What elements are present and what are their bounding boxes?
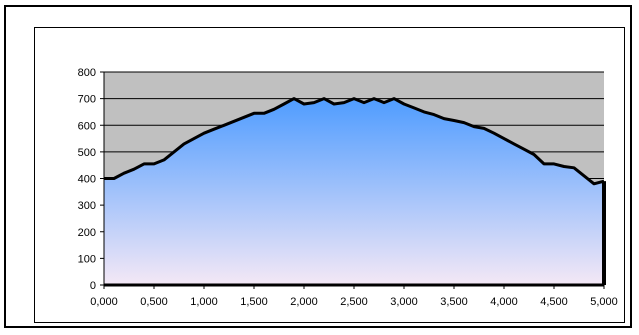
y-tick-label: 0: [90, 280, 96, 292]
x-tick-label: 5,000: [590, 296, 618, 308]
x-tick-label: 4,000: [490, 296, 518, 308]
y-tick-label: 600: [78, 120, 96, 132]
y-axis-ticks: 0 100 200 300 400 500 600 700 800: [78, 67, 104, 292]
y-tick-label: 300: [78, 200, 96, 212]
y-tick-label: 500: [78, 147, 96, 159]
x-tick-label: 1,000: [190, 296, 218, 308]
x-tick-label: 0,500: [140, 296, 168, 308]
x-axis-ticks: 0,000 0,500 1,000 1,500 2,000 2,500 3,000 3,500…: [90, 285, 618, 308]
x-tick-label: 2,500: [340, 296, 368, 308]
x-tick-label: 3,000: [390, 296, 418, 308]
x-tick-label: 2,000: [290, 296, 318, 308]
x-tick-label: 1,500: [240, 296, 268, 308]
area-fill: [104, 98, 604, 285]
y-tick-label: 100: [78, 253, 96, 265]
y-tick-label: 700: [78, 94, 96, 106]
y-tick-label: 400: [78, 174, 96, 186]
x-tick-label: 0,000: [90, 296, 118, 308]
y-tick-label: 200: [78, 227, 96, 239]
series-line: [104, 97, 605, 186]
x-tick-label: 3,500: [440, 296, 468, 308]
x-tick-label: 4,500: [540, 296, 568, 308]
y-tick-label: 800: [78, 67, 96, 79]
